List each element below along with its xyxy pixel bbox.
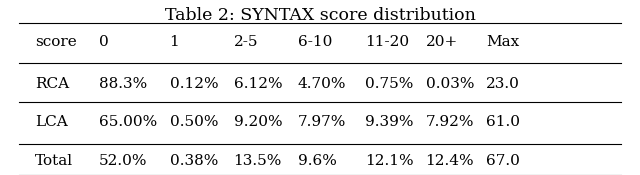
Text: 1: 1 — [170, 35, 179, 49]
Text: 4.70%: 4.70% — [298, 77, 346, 91]
Text: Total: Total — [35, 154, 74, 168]
Text: LCA: LCA — [35, 116, 68, 130]
Text: 9.20%: 9.20% — [234, 116, 282, 130]
Text: 6-10: 6-10 — [298, 35, 332, 49]
Text: 7.97%: 7.97% — [298, 116, 346, 130]
Text: 20+: 20+ — [426, 35, 458, 49]
Text: 88.3%: 88.3% — [99, 77, 147, 91]
Text: 0.03%: 0.03% — [426, 77, 474, 91]
Text: 0: 0 — [99, 35, 109, 49]
Text: Table 2: SYNTAX score distribution: Table 2: SYNTAX score distribution — [164, 7, 476, 24]
Text: Max: Max — [486, 35, 520, 49]
Text: 67.0: 67.0 — [486, 154, 520, 168]
Text: 0.38%: 0.38% — [170, 154, 218, 168]
Text: 9.6%: 9.6% — [298, 154, 337, 168]
Text: 6.12%: 6.12% — [234, 77, 282, 91]
Text: RCA: RCA — [35, 77, 69, 91]
Text: 0.75%: 0.75% — [365, 77, 413, 91]
Text: 0.12%: 0.12% — [170, 77, 218, 91]
Text: 61.0: 61.0 — [486, 116, 520, 130]
Text: 7.92%: 7.92% — [426, 116, 474, 130]
Text: 13.5%: 13.5% — [234, 154, 282, 168]
Text: 52.0%: 52.0% — [99, 154, 148, 168]
Text: 11-20: 11-20 — [365, 35, 409, 49]
Text: 0.50%: 0.50% — [170, 116, 218, 130]
Text: 65.00%: 65.00% — [99, 116, 157, 130]
Text: 2-5: 2-5 — [234, 35, 258, 49]
Text: 12.4%: 12.4% — [426, 154, 474, 168]
Text: 12.1%: 12.1% — [365, 154, 413, 168]
Text: score: score — [35, 35, 77, 49]
Text: 23.0: 23.0 — [486, 77, 520, 91]
Text: 9.39%: 9.39% — [365, 116, 413, 130]
